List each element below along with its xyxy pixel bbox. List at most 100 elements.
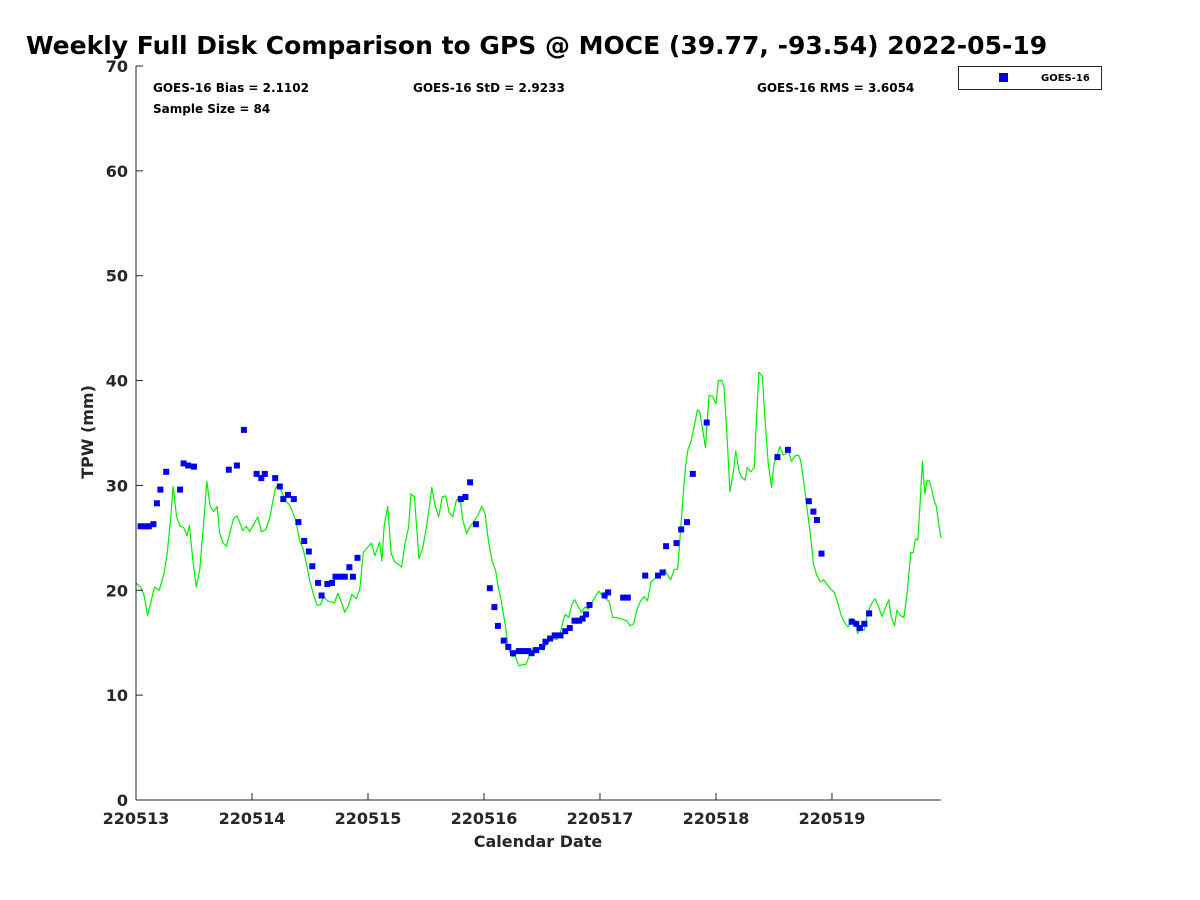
goes-point [318, 592, 325, 599]
bias-stat: GOES-16 Bias = 2.1102 [153, 81, 309, 95]
goes-point [620, 594, 627, 601]
rms-stat: GOES-16 RMS = 3.6054 [757, 81, 914, 95]
legend-label: GOES-16 [1041, 73, 1090, 84]
x-ticks: 220513 220514 220515 220516 220517 220518 2205… [103, 793, 865, 828]
goes-point [137, 523, 144, 530]
goes-point [354, 554, 361, 561]
goes-point [338, 573, 345, 580]
goes-point [678, 526, 685, 533]
y-axis-label: TPW (mm) [78, 385, 97, 479]
goes-point [295, 519, 302, 526]
goes-point [491, 604, 498, 611]
goes-point [253, 470, 260, 477]
goes-point [533, 647, 540, 654]
gps-line [135, 371, 942, 667]
goes-point [315, 579, 322, 586]
goes-point [547, 635, 554, 642]
goes-point [150, 521, 157, 528]
goes-point [462, 494, 469, 500]
goes-point [813, 517, 820, 523]
goes-point [810, 508, 817, 515]
goes-point [505, 643, 512, 650]
goes-point [177, 486, 184, 493]
chart-title: Weekly Full Disk Comparison to GPS @ MOC… [26, 31, 1047, 60]
goes-point [185, 462, 192, 469]
goes-point [571, 617, 578, 624]
legend-marker [999, 73, 1008, 82]
y-tick-label: 70 [106, 57, 128, 76]
goes-point [349, 573, 356, 580]
goes-point [157, 486, 164, 493]
goes-point [663, 543, 670, 550]
y-tick-label: 30 [106, 476, 128, 495]
x-tick-label: 220517 [567, 809, 634, 828]
goes-point [642, 572, 649, 579]
goes-point [774, 454, 781, 461]
goes-point [233, 462, 240, 469]
legend-box [958, 66, 1102, 90]
goes-point [853, 620, 860, 627]
goes-point [467, 479, 474, 486]
goes-point [583, 611, 590, 618]
goes-point [586, 602, 593, 608]
goes-point [142, 523, 149, 530]
goes-point [848, 618, 855, 625]
goes-point [576, 617, 583, 624]
goes-point [225, 466, 232, 473]
goes-point [551, 632, 558, 639]
goes-series [137, 419, 873, 657]
goes-point [145, 523, 152, 530]
x-tick-label: 220514 [219, 809, 286, 828]
goes-point [346, 564, 353, 571]
goes-point [500, 637, 507, 644]
goes-point [539, 643, 545, 650]
goes-point [276, 483, 283, 490]
goes-point [557, 632, 564, 639]
goes-point [689, 470, 696, 477]
goes-point [605, 589, 612, 596]
goes-point [305, 548, 312, 555]
goes-point [703, 419, 710, 426]
goes-point [659, 569, 666, 576]
goes-point [805, 498, 812, 505]
x-tick-label: 220518 [683, 809, 750, 828]
y-tick-label: 0 [117, 791, 128, 810]
goes-point [562, 628, 569, 635]
goes-point [520, 648, 527, 655]
y-tick-label: 20 [106, 581, 128, 600]
goes-point [866, 610, 873, 617]
goes-point [280, 496, 287, 503]
goes-point [861, 620, 868, 627]
std-stat: GOES-16 StD = 2.9233 [413, 81, 565, 95]
goes-point [240, 426, 247, 433]
axes [135, 66, 941, 801]
goes-point [494, 622, 501, 629]
goes-point [191, 463, 197, 470]
goes-point [684, 519, 690, 526]
goes-point [486, 585, 493, 592]
goes-point [818, 550, 825, 557]
goes-point [673, 540, 680, 547]
goes-point [525, 648, 532, 655]
goes-point [258, 475, 265, 482]
goes-point [290, 496, 297, 503]
goes-point [324, 581, 331, 587]
y-tick-label: 10 [106, 686, 128, 705]
goes-point [180, 460, 187, 467]
goes-point [542, 638, 549, 645]
y-tick-label: 50 [106, 267, 128, 286]
goes-point [655, 572, 661, 579]
goes-point [272, 475, 279, 482]
goes-point [624, 594, 631, 601]
goes-point [784, 446, 791, 453]
goes-point [332, 573, 339, 580]
goes-point [301, 538, 308, 544]
goes-point [566, 625, 573, 631]
goes-point [579, 615, 586, 622]
y-tick-label: 60 [106, 162, 128, 181]
goes-point [528, 650, 535, 657]
goes-point [515, 648, 522, 655]
goes-point [329, 579, 335, 586]
goes-point [153, 500, 160, 507]
